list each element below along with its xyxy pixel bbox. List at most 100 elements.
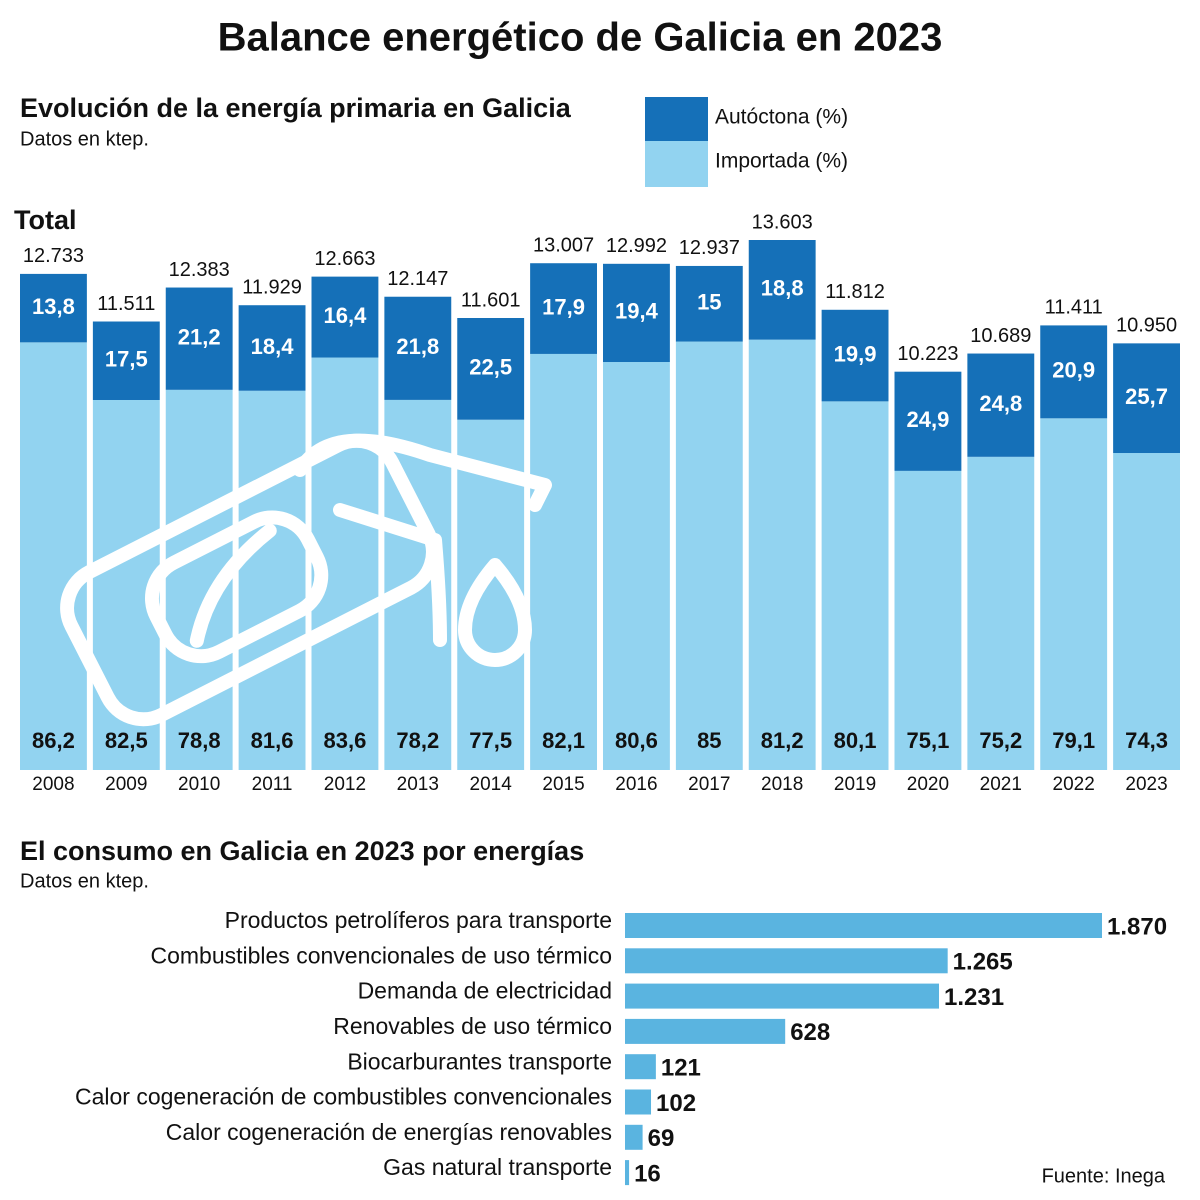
value-label: 21,8 xyxy=(396,334,439,359)
bar-segment xyxy=(238,305,306,391)
total-label: 12.147 xyxy=(387,268,448,290)
bar-segment xyxy=(92,321,160,400)
hbars: Productos petrolíferos para transporte 1.… xyxy=(75,907,1167,1187)
value-label: 1.231 xyxy=(944,984,1004,1011)
legend-swatch xyxy=(645,141,708,187)
value-label: 69 xyxy=(648,1125,675,1152)
bar-segment xyxy=(1113,343,1180,454)
value-label: 16 xyxy=(634,1160,661,1187)
x-tick-label: 2012 xyxy=(324,774,366,795)
total-label: 11.812 xyxy=(825,281,885,303)
chart-title: Evolución de la energía primaria en Gali… xyxy=(20,93,572,123)
x-tick-label: 2016 xyxy=(615,774,657,795)
category-label: Biocarburantes transporte xyxy=(347,1048,612,1074)
x-tick-label: 2019 xyxy=(834,774,876,795)
bar-segment xyxy=(311,276,379,358)
x-tick-label: 2023 xyxy=(1125,774,1167,795)
value-label: 80,6 xyxy=(615,728,658,753)
bar-segment xyxy=(894,371,962,471)
bar-segment xyxy=(1040,418,1108,770)
bar-segment xyxy=(748,339,816,770)
total-label: 12.383 xyxy=(169,259,230,281)
x-tick-label: 2009 xyxy=(105,774,147,795)
value-label: 17,5 xyxy=(105,347,148,372)
total-label: 13.603 xyxy=(752,211,813,233)
value-label: 17,9 xyxy=(542,294,585,319)
value-label: 22,5 xyxy=(469,355,512,380)
total-label: 12.937 xyxy=(679,237,740,259)
legend-swatch xyxy=(645,97,708,141)
x-tick-label: 2014 xyxy=(470,774,513,795)
value-label: 1.870 xyxy=(1107,913,1167,940)
chart-title: El consumo en Galicia en 2023 por energí… xyxy=(20,836,584,866)
value-label: 80,1 xyxy=(834,728,877,753)
x-tick-label: 2021 xyxy=(980,774,1022,795)
value-label: 82,5 xyxy=(105,728,148,753)
bar xyxy=(625,1124,643,1150)
x-tick-label: 2022 xyxy=(1053,774,1095,795)
bar-segment xyxy=(530,263,597,354)
bar-segment xyxy=(675,265,743,342)
total-label: 11.411 xyxy=(1045,297,1103,319)
bar-segment xyxy=(165,287,233,390)
total-label: 12.663 xyxy=(314,248,375,270)
bar xyxy=(625,983,940,1009)
bar-segment xyxy=(675,341,743,770)
total-label: 11.929 xyxy=(242,277,302,299)
bar-segment xyxy=(967,353,1035,457)
value-label: 121 xyxy=(661,1055,701,1082)
x-tick-label: 2010 xyxy=(178,774,220,795)
value-label: 19,9 xyxy=(834,341,877,366)
bar-segment xyxy=(457,318,525,420)
bar-segment xyxy=(1113,453,1180,770)
value-label: 16,4 xyxy=(324,303,368,328)
value-label: 77,5 xyxy=(469,728,512,753)
value-label: 13,8 xyxy=(32,294,75,319)
bar xyxy=(625,948,948,974)
value-label: 79,1 xyxy=(1052,728,1095,753)
bar-segment xyxy=(821,401,889,770)
value-label: 25,7 xyxy=(1125,384,1168,409)
value-label: 83,6 xyxy=(324,728,367,753)
legend-label: Importada (%) xyxy=(715,150,848,173)
value-label: 18,4 xyxy=(251,334,295,359)
bar-segment xyxy=(748,240,816,340)
chart-subtitle: Datos en ktep. xyxy=(20,128,149,150)
value-label: 85 xyxy=(697,728,721,753)
bar-segment xyxy=(603,263,670,363)
bar-segment xyxy=(20,273,87,343)
bar-segment xyxy=(384,296,452,400)
value-label: 15 xyxy=(697,290,721,315)
value-label: 21,2 xyxy=(178,324,221,349)
bar-segment xyxy=(530,353,597,770)
labels: 12.733 13,8 86,2 2008 11.511 17,5 82,5 2009 12.3… xyxy=(23,211,1177,795)
chart-subtitle: Datos en ktep. xyxy=(20,870,149,892)
total-label: 13.007 xyxy=(533,235,594,257)
value-label: 75,1 xyxy=(907,728,950,753)
category-label: Renovables de uso térmico xyxy=(333,1013,612,1039)
total-label: 11.601 xyxy=(461,289,521,311)
total-label: 11.511 xyxy=(97,293,155,315)
x-tick-label: 2013 xyxy=(397,774,439,795)
pump-icon xyxy=(60,433,552,727)
value-label: 86,2 xyxy=(32,728,75,753)
x-tick-label: 2011 xyxy=(252,774,293,795)
category-label: Calor cogeneración de energías renovable… xyxy=(166,1119,612,1145)
legend-label: Autóctona (%) xyxy=(715,106,848,129)
bar xyxy=(625,1018,786,1044)
category-label: Gas natural transporte xyxy=(383,1154,612,1180)
bar xyxy=(625,1160,630,1186)
x-tick-label: 2020 xyxy=(907,774,949,795)
value-label: 74,3 xyxy=(1125,728,1168,753)
bar xyxy=(625,1089,652,1115)
total-label: 10.223 xyxy=(897,343,958,365)
value-label: 24,8 xyxy=(979,391,1022,416)
value-label: 78,2 xyxy=(396,728,439,753)
total-label: 10.950 xyxy=(1116,315,1177,337)
main-title: Balance energético de Galicia en 2023 xyxy=(218,16,943,60)
value-label: 102 xyxy=(656,1090,696,1117)
category-label: Combustibles convencionales de uso térmi… xyxy=(150,942,612,968)
x-tick-label: 2017 xyxy=(688,774,730,795)
total-label: 10.689 xyxy=(970,325,1031,347)
